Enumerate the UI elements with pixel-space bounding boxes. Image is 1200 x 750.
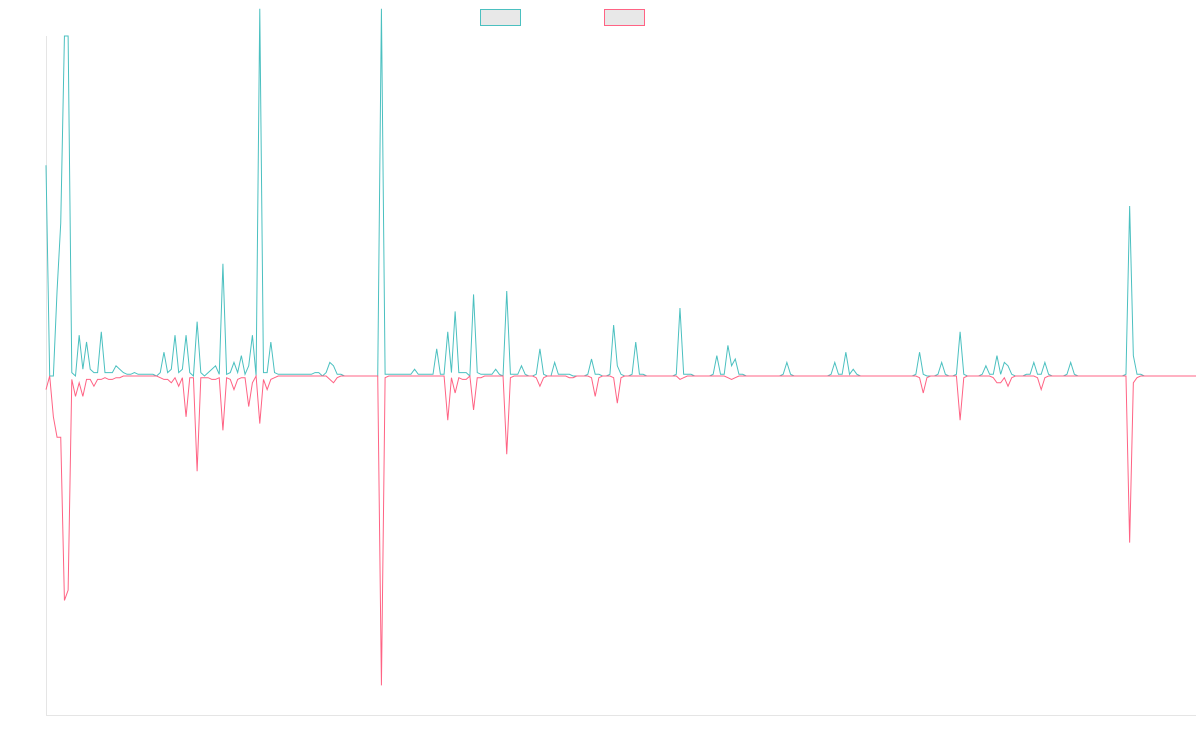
series-1-line [45, 8, 1196, 378]
legend [480, 9, 645, 26]
legend-swatch-series-1[interactable] [480, 9, 521, 26]
series-2-line [45, 374, 1196, 686]
series-layer [45, 8, 1196, 686]
legend-swatch-series-2[interactable] [604, 9, 645, 26]
